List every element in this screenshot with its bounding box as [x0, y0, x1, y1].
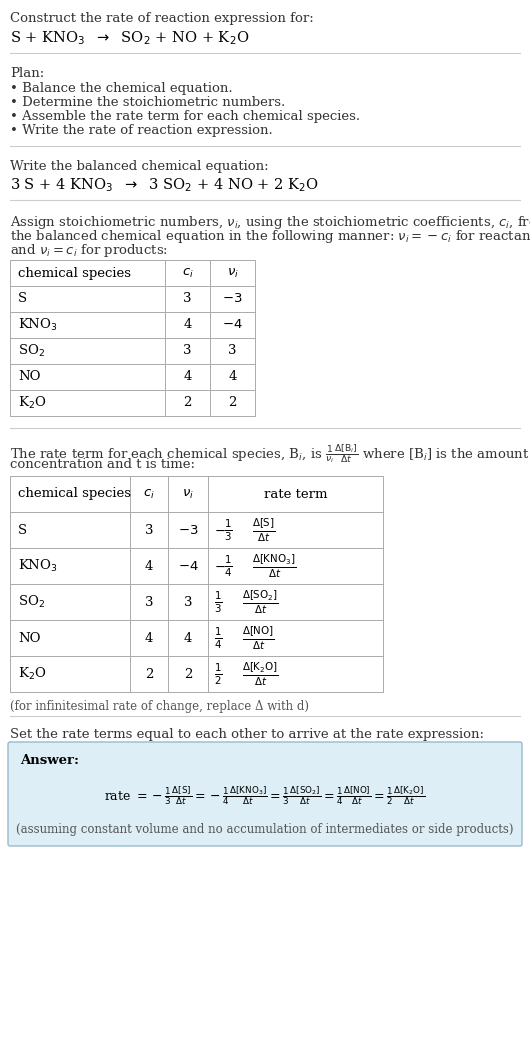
- Text: $\nu_i$: $\nu_i$: [226, 267, 238, 279]
- Text: $\frac{\Delta[\mathrm{KNO_3}]}{\Delta t}$: $\frac{\Delta[\mathrm{KNO_3}]}{\Delta t}…: [252, 552, 296, 579]
- Text: $\frac{1}{4}$: $\frac{1}{4}$: [224, 553, 233, 578]
- Text: S: S: [18, 523, 27, 537]
- Text: Construct the rate of reaction expression for:: Construct the rate of reaction expressio…: [10, 13, 314, 25]
- Text: Plan:: Plan:: [10, 67, 44, 80]
- Text: 3: 3: [183, 345, 192, 357]
- Text: S: S: [18, 293, 27, 305]
- Text: 2: 2: [184, 668, 192, 680]
- Text: SO$_2$: SO$_2$: [18, 594, 45, 610]
- Text: • Assemble the rate term for each chemical species.: • Assemble the rate term for each chemic…: [10, 110, 360, 123]
- Text: $\frac{\Delta[\mathrm{S}]}{\Delta t}$: $\frac{\Delta[\mathrm{S}]}{\Delta t}$: [252, 516, 276, 544]
- Bar: [10, 476, 383, 692]
- Text: $\frac{1}{4}$: $\frac{1}{4}$: [214, 625, 223, 650]
- Text: $-$: $-$: [214, 523, 226, 537]
- Text: $\frac{1}{3}$: $\frac{1}{3}$: [224, 517, 233, 543]
- Text: 2: 2: [145, 668, 153, 680]
- Text: 4: 4: [184, 631, 192, 645]
- Text: chemical species: chemical species: [18, 267, 131, 279]
- Text: KNO$_3$: KNO$_3$: [18, 557, 58, 574]
- Text: rate $= -\frac{1}{3}\frac{\Delta[\mathrm{S}]}{\Delta t}= -\frac{1}{4}\frac{\Delt: rate $= -\frac{1}{3}\frac{\Delta[\mathrm…: [104, 785, 426, 808]
- Text: Answer:: Answer:: [20, 754, 79, 767]
- Text: (assuming constant volume and no accumulation of intermediates or side products): (assuming constant volume and no accumul…: [16, 822, 514, 836]
- Text: 3 S + 4 KNO$_3$  $\rightarrow$  3 SO$_2$ + 4 NO + 2 K$_2$O: 3 S + 4 KNO$_3$ $\rightarrow$ 3 SO$_2$ +…: [10, 176, 319, 194]
- Text: $c_i$: $c_i$: [143, 488, 155, 500]
- Text: • Balance the chemical equation.: • Balance the chemical equation.: [10, 82, 233, 95]
- Text: $\frac{\Delta[\mathrm{NO}]}{\Delta t}$: $\frac{\Delta[\mathrm{NO}]}{\Delta t}$: [242, 624, 275, 651]
- Text: KNO$_3$: KNO$_3$: [18, 317, 58, 333]
- Text: $\frac{1}{3}$: $\frac{1}{3}$: [214, 590, 223, 615]
- Text: Write the balanced chemical equation:: Write the balanced chemical equation:: [10, 160, 269, 173]
- Text: and $\nu_i = c_i$ for products:: and $\nu_i = c_i$ for products:: [10, 242, 168, 259]
- Text: 4: 4: [228, 371, 237, 383]
- Text: $-4$: $-4$: [222, 319, 243, 331]
- Text: 3: 3: [145, 523, 153, 537]
- Text: NO: NO: [18, 371, 40, 383]
- Text: Set the rate terms equal to each other to arrive at the rate expression:: Set the rate terms equal to each other t…: [10, 728, 484, 741]
- FancyBboxPatch shape: [8, 742, 522, 846]
- Text: 3: 3: [228, 345, 237, 357]
- Text: $\nu_i$: $\nu_i$: [182, 488, 194, 500]
- Text: $\frac{\Delta[\mathrm{K_2O}]}{\Delta t}$: $\frac{\Delta[\mathrm{K_2O}]}{\Delta t}$: [242, 661, 279, 688]
- Bar: [10, 260, 255, 416]
- Text: 2: 2: [228, 397, 237, 410]
- Text: $\frac{1}{2}$: $\frac{1}{2}$: [214, 662, 223, 687]
- Text: (for infinitesimal rate of change, replace Δ with d): (for infinitesimal rate of change, repla…: [10, 700, 309, 713]
- Text: NO: NO: [18, 631, 40, 645]
- Text: $-3$: $-3$: [178, 523, 198, 537]
- Text: $-4$: $-4$: [178, 560, 198, 572]
- Text: 2: 2: [183, 397, 192, 410]
- Text: • Write the rate of reaction expression.: • Write the rate of reaction expression.: [10, 124, 273, 137]
- Text: The rate term for each chemical species, B$_i$, is $\frac{1}{\nu_i}\frac{\Delta[: The rate term for each chemical species,…: [10, 442, 529, 465]
- Text: $-$: $-$: [214, 560, 226, 572]
- Text: • Determine the stoichiometric numbers.: • Determine the stoichiometric numbers.: [10, 96, 285, 109]
- Text: K$_2$O: K$_2$O: [18, 666, 47, 683]
- Text: 4: 4: [145, 631, 153, 645]
- Text: Assign stoichiometric numbers, $\nu_i$, using the stoichiometric coefficients, $: Assign stoichiometric numbers, $\nu_i$, …: [10, 214, 530, 231]
- Text: concentration and t is time:: concentration and t is time:: [10, 458, 195, 471]
- Text: K$_2$O: K$_2$O: [18, 395, 47, 411]
- Text: 4: 4: [145, 560, 153, 572]
- Text: 3: 3: [183, 293, 192, 305]
- Text: $\frac{\Delta[\mathrm{SO_2}]}{\Delta t}$: $\frac{\Delta[\mathrm{SO_2}]}{\Delta t}$: [242, 589, 279, 616]
- Text: the balanced chemical equation in the following manner: $\nu_i = -c_i$ for react: the balanced chemical equation in the fo…: [10, 228, 530, 245]
- Text: S + KNO$_3$  $\rightarrow$  SO$_2$ + NO + K$_2$O: S + KNO$_3$ $\rightarrow$ SO$_2$ + NO + …: [10, 29, 249, 47]
- Text: $c_i$: $c_i$: [182, 267, 193, 279]
- Text: 4: 4: [183, 371, 192, 383]
- Text: 3: 3: [145, 595, 153, 609]
- Text: 4: 4: [183, 319, 192, 331]
- Text: chemical species: chemical species: [18, 488, 131, 500]
- Text: rate term: rate term: [264, 488, 327, 500]
- Text: SO$_2$: SO$_2$: [18, 343, 45, 359]
- Text: 3: 3: [184, 595, 192, 609]
- Text: $-3$: $-3$: [222, 293, 243, 305]
